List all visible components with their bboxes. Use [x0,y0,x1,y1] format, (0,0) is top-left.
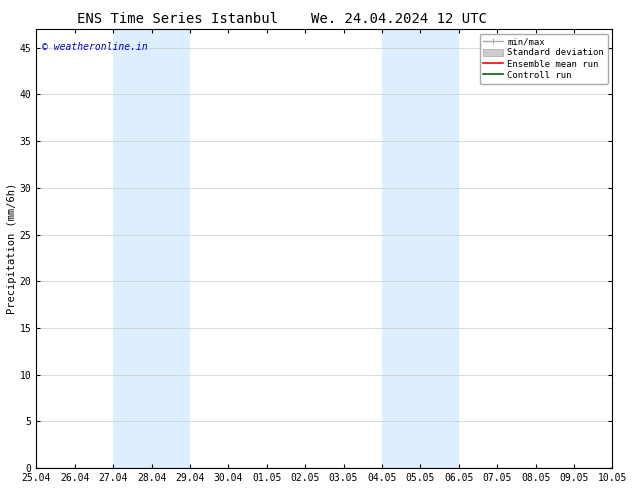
Bar [382,29,459,468]
Text: We. 24.04.2024 12 UTC: We. 24.04.2024 12 UTC [311,12,488,26]
Y-axis label: Precipitation (mm/6h): Precipitation (mm/6h) [7,183,17,314]
Bar [113,29,190,468]
Text: © weatheronline.in: © weatheronline.in [42,42,148,52]
Legend: min/max, Standard deviation, Ensemble mean run, Controll run: min/max, Standard deviation, Ensemble me… [479,33,608,83]
Text: ENS Time Series Istanbul: ENS Time Series Istanbul [77,12,278,26]
